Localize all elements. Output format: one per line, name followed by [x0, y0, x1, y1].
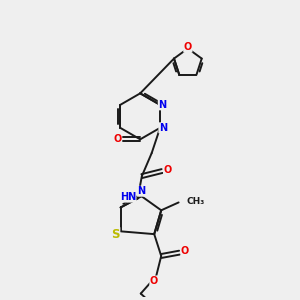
Text: CH₃: CH₃: [187, 196, 205, 206]
Text: N: N: [158, 100, 166, 110]
Text: O: O: [113, 134, 121, 144]
Text: N: N: [159, 123, 167, 133]
Text: S: S: [111, 228, 120, 241]
Text: N: N: [137, 186, 146, 196]
Text: O: O: [184, 42, 192, 52]
Text: O: O: [181, 246, 189, 256]
Text: O: O: [164, 165, 172, 175]
Text: O: O: [150, 276, 158, 286]
Text: HN: HN: [120, 192, 136, 202]
